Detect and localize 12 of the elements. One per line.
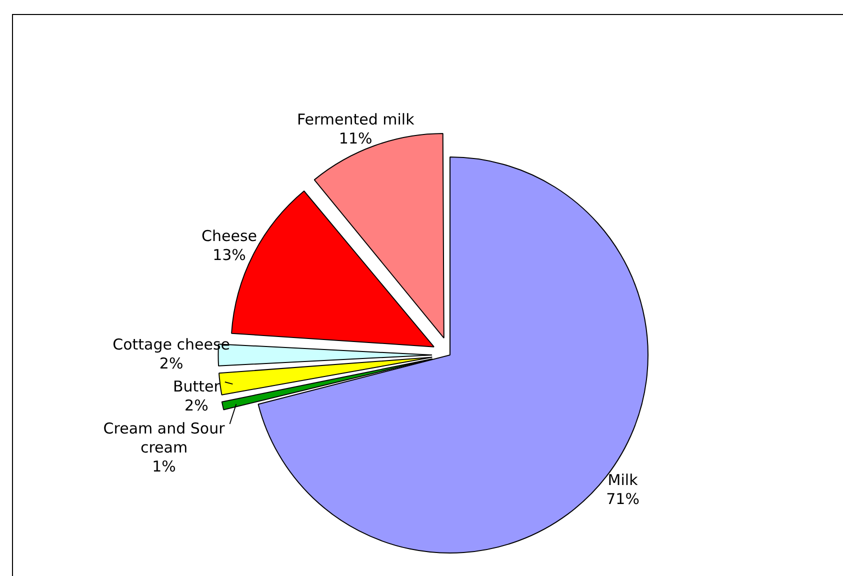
slice-label: Fermented milk <box>296 110 415 129</box>
slice-label: Butter <box>172 377 221 396</box>
data-label: 71% <box>606 490 640 508</box>
slice-label: Cottage cheese <box>112 335 230 354</box>
data-label: 2% <box>184 396 208 414</box>
data-label: 1% <box>152 457 176 476</box>
slice-label: Cream and Sour cream <box>103 419 226 456</box>
slice-label: Cheese <box>202 226 258 245</box>
data-label: 11% <box>338 130 372 148</box>
data-label: 13% <box>212 246 246 264</box>
data-label: 2% <box>159 354 184 372</box>
slice-label: Milk <box>608 470 638 489</box>
